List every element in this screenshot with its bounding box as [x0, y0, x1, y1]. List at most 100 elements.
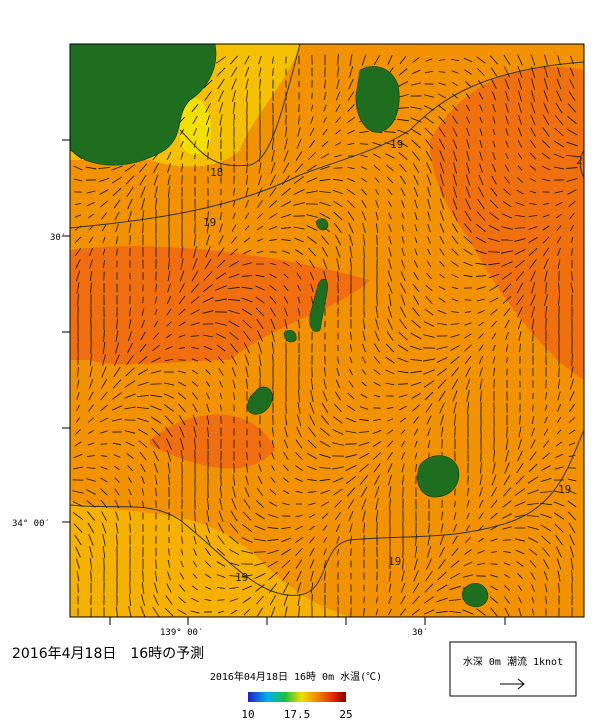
arrow: [555, 453, 563, 459]
arrow: [462, 609, 474, 615]
arrow: [464, 333, 472, 339]
arrow: [294, 249, 304, 255]
arrow: [295, 151, 303, 161]
arrow: [88, 236, 94, 244]
arrow: [180, 548, 184, 556]
arrow: [387, 318, 393, 330]
arrow: [386, 164, 394, 172]
arrow: [334, 403, 342, 413]
arrow: [439, 546, 445, 558]
arrow: [285, 402, 287, 414]
arrow: [388, 294, 392, 306]
arrow: [284, 138, 288, 150]
arrow: [150, 394, 162, 398]
arrow: [283, 150, 289, 162]
arrow: [113, 199, 121, 209]
arrow: [74, 236, 82, 244]
arrow: [478, 321, 484, 327]
arrow: [372, 153, 382, 159]
arrow: [532, 608, 534, 616]
arrow: [490, 607, 498, 617]
arrow: [464, 210, 472, 222]
arrow: [141, 594, 145, 606]
arrow: [502, 526, 512, 530]
arrow: [228, 575, 240, 577]
arrow: [358, 441, 370, 447]
arrow: [178, 295, 186, 305]
arrow: [376, 294, 378, 306]
arrow: [115, 511, 119, 521]
arrow: [385, 343, 395, 353]
arrow: [271, 465, 275, 471]
arrow: [372, 142, 382, 146]
arrow: [320, 427, 330, 437]
arrow: [517, 177, 523, 183]
arrow: [397, 140, 409, 148]
arrow: [203, 271, 213, 281]
arrow: [323, 117, 327, 123]
arrow: [413, 271, 419, 281]
arrow: [439, 162, 445, 174]
arrow: [215, 298, 227, 302]
colorbar: [248, 692, 346, 702]
arrow: [245, 475, 249, 485]
arrow: [207, 139, 209, 149]
arrow: [86, 511, 96, 521]
arrow: [557, 294, 561, 306]
arrow: [280, 214, 292, 218]
arrow: [453, 162, 457, 174]
arrow: [349, 535, 353, 545]
arrow: [493, 379, 495, 389]
arrow: [272, 353, 274, 367]
arrow: [285, 342, 287, 354]
arrow: [86, 500, 96, 508]
arrow: [410, 106, 422, 110]
map-frame: [69, 43, 585, 618]
arrow: [466, 500, 470, 508]
arrow: [557, 247, 561, 257]
arrow: [476, 298, 486, 302]
arrow: [360, 393, 368, 399]
arrow: [439, 273, 445, 279]
arrow: [542, 114, 550, 126]
arrow: [453, 402, 457, 414]
arrow: [528, 226, 538, 230]
arrow: [205, 102, 211, 114]
arrow: [112, 379, 122, 389]
arrow: [363, 608, 365, 616]
arrow: [141, 210, 145, 222]
arrow: [309, 559, 315, 569]
arrow: [541, 535, 551, 545]
arrow: [423, 358, 435, 362]
arrow: [478, 92, 484, 100]
arrow: [102, 342, 106, 354]
arrow: [296, 582, 302, 594]
arrow: [558, 366, 560, 378]
arrow: [295, 525, 303, 531]
arrow: [501, 226, 513, 230]
arrow: [216, 259, 226, 269]
arrow: [359, 130, 369, 134]
arrow: [114, 499, 120, 509]
arrow: [203, 334, 213, 338]
caption: 2016年4月18日 16時の予測: [12, 646, 204, 662]
arrow: [150, 370, 162, 374]
arrow: [479, 163, 483, 173]
arrow: [216, 56, 226, 64]
arrow: [282, 162, 290, 174]
arrow: [502, 513, 512, 519]
arrow: [450, 58, 460, 62]
arrow: [75, 429, 81, 435]
arrow: [323, 104, 327, 112]
arrow: [306, 225, 318, 231]
arrow: [423, 334, 435, 338]
arrow: [545, 282, 547, 294]
arrow: [153, 594, 159, 606]
arrow: [217, 535, 225, 545]
arrow: [163, 393, 175, 399]
arrow: [504, 596, 510, 604]
arrow: [527, 476, 539, 484]
arrow: [505, 152, 509, 160]
arrow: [190, 296, 200, 304]
arrow: [322, 390, 328, 402]
